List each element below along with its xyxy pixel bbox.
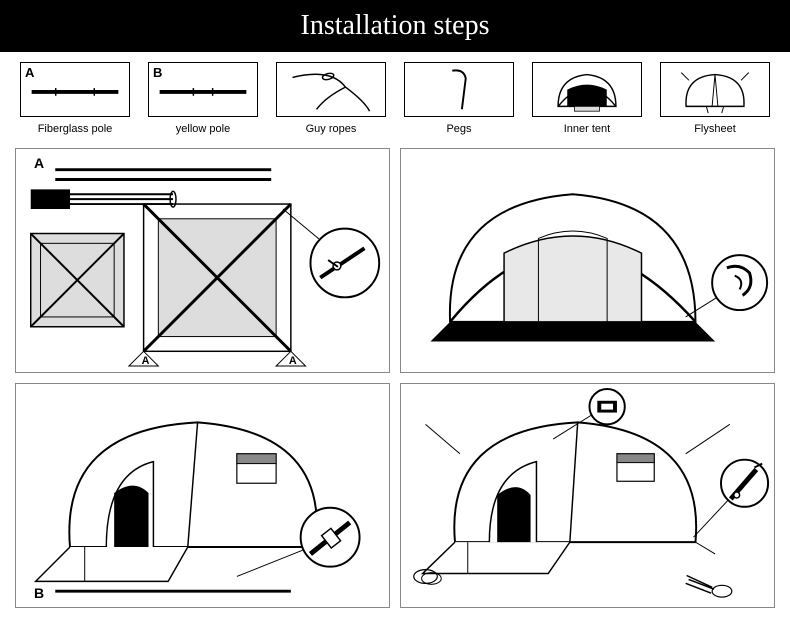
components-row: A Fiberglass pole B yellow pole <box>0 52 790 140</box>
component-yellow-pole: B yellow pole <box>143 62 263 135</box>
step-3: B <box>15 383 390 608</box>
component-pegs: Pegs <box>399 62 519 135</box>
steps-grid: A A A <box>0 140 790 618</box>
component-letter: A <box>25 65 34 80</box>
component-inner-tent: Inner tent <box>527 62 647 135</box>
fiberglass-pole-icon <box>21 63 129 116</box>
component-label: yellow pole <box>176 123 230 135</box>
step-1: A A A <box>15 148 390 373</box>
component-box <box>532 62 642 117</box>
component-label: Inner tent <box>564 123 610 135</box>
component-fiberglass: A Fiberglass pole <box>15 62 135 135</box>
component-letter: B <box>153 65 162 80</box>
component-flysheet: Flysheet <box>655 62 775 135</box>
component-box <box>660 62 770 117</box>
component-label: Flysheet <box>694 123 736 135</box>
step-2 <box>400 148 775 373</box>
component-box <box>404 62 514 117</box>
step3-diagram-icon <box>16 384 389 607</box>
step2-diagram-icon <box>401 149 774 372</box>
component-label: Pegs <box>446 123 471 135</box>
yellow-pole-icon <box>149 63 257 116</box>
step1-corner-a-right: A <box>289 355 297 367</box>
component-label: Guy ropes <box>306 123 357 135</box>
page-title: Installation steps <box>0 0 790 52</box>
component-guy-ropes: Guy ropes <box>271 62 391 135</box>
component-box <box>276 62 386 117</box>
pegs-icon <box>405 63 513 116</box>
step1-diagram-icon: A A <box>16 149 389 372</box>
step1-label-a: A <box>34 155 44 171</box>
step1-corner-a-left: A <box>142 355 150 367</box>
component-box: B <box>148 62 258 117</box>
inner-tent-icon <box>533 63 641 116</box>
step-4 <box>400 383 775 608</box>
step3-label-b: B <box>34 585 44 601</box>
step4-diagram-icon <box>401 384 774 607</box>
component-label: Fiberglass pole <box>38 123 113 135</box>
guy-ropes-icon <box>277 63 385 116</box>
component-box: A <box>20 62 130 117</box>
flysheet-icon <box>661 63 769 116</box>
